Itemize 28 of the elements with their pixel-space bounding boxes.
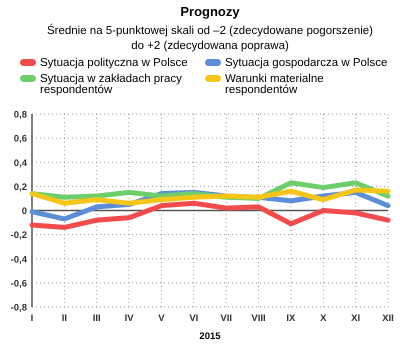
x-tick-label: XII xyxy=(382,313,394,324)
y-tick-label: -0,2 xyxy=(10,230,27,242)
x-tick-label: I xyxy=(30,313,34,324)
y-tick-label: 0,2 xyxy=(14,182,27,193)
x-tick-label: VI xyxy=(189,313,198,324)
y-tick-label: 0,8 xyxy=(14,110,27,120)
legend-label: Warunki materialne respondentów xyxy=(225,73,324,96)
x-tick-label: V xyxy=(158,313,166,324)
x-tick-label: VIII xyxy=(251,313,266,324)
x-tick-label: X xyxy=(320,313,328,324)
x-tick-label: II xyxy=(62,313,68,324)
x-tick-label: VII xyxy=(220,313,232,324)
chart-subtitle: Średnie na 5-punktowej skali od –2 (zdecydowane pogorszenie) do +2 (zdecydowana poprawa) xyxy=(46,23,374,52)
x-tick-label: III xyxy=(92,313,101,324)
x-tick-label: IV xyxy=(124,313,134,324)
y-tick-label: 0 xyxy=(22,206,27,217)
y-tick-label: -0,8 xyxy=(10,302,27,314)
x-axis-title: 2015 xyxy=(199,331,222,342)
legend-label: Sytuacja w zakładach pracy respondentów xyxy=(40,73,182,96)
legend-label: Sytuacja gospodarcza w Polsce xyxy=(225,57,388,69)
y-tick-label: -0,6 xyxy=(10,278,27,290)
chart-title: Prognozy xyxy=(180,4,240,19)
y-tick-label: 0,6 xyxy=(14,134,27,145)
y-tick-label: -0,4 xyxy=(10,254,28,266)
x-tick-label: IX xyxy=(286,313,296,324)
y-tick-label: 0,4 xyxy=(14,158,28,169)
legend-label: Sytuacja polityczna w Polsce xyxy=(40,57,188,69)
x-tick-label: XI xyxy=(351,313,360,324)
